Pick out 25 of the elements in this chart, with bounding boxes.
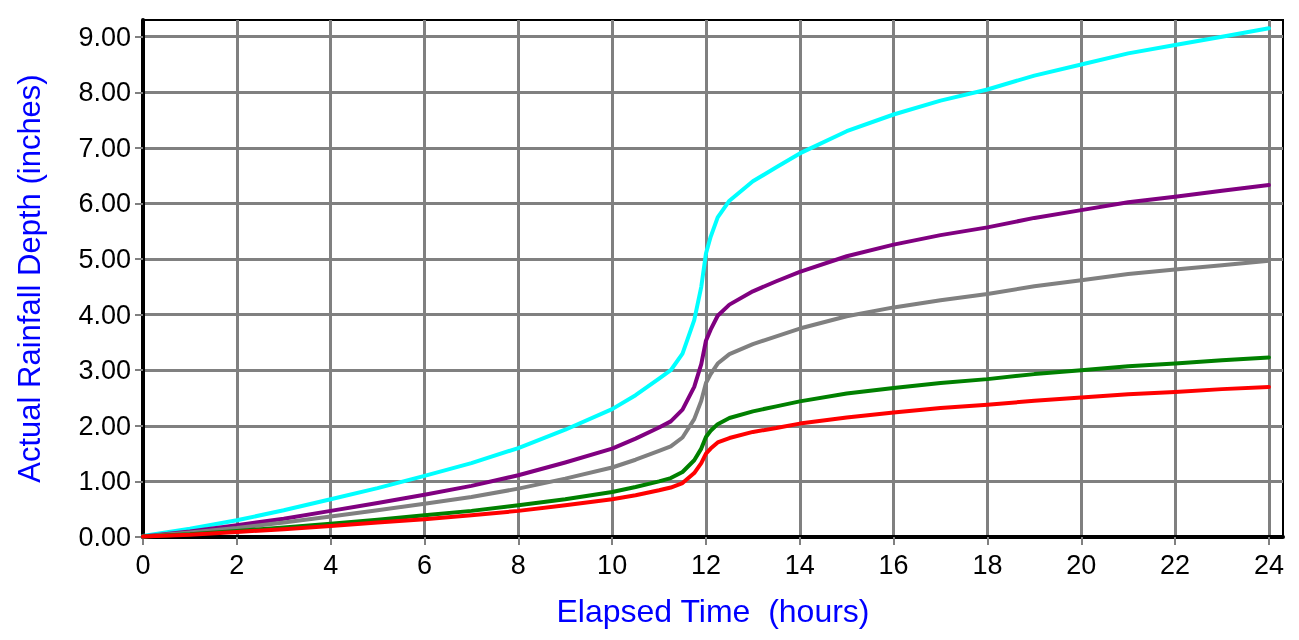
- x-axis-title: Elapsed Time (hours): [556, 593, 870, 629]
- y-axis-title: Actual Rainfall Depth (inches): [12, 74, 47, 483]
- x-tick-label: 8: [510, 549, 526, 580]
- x-tick-label: 20: [1066, 549, 1097, 580]
- y-tick-label: 4.00: [78, 299, 131, 330]
- x-tick-label: 16: [878, 549, 909, 580]
- y-tick-label: 3.00: [78, 355, 131, 386]
- y-tick-label: 9.00: [78, 21, 131, 52]
- y-tick-label: 2.00: [78, 410, 131, 441]
- x-tick-label: 12: [690, 549, 721, 580]
- x-tick-label: 18: [972, 549, 1003, 580]
- x-tick-label: 0: [135, 549, 151, 580]
- x-tick-label: 10: [597, 549, 628, 580]
- x-tick-label: 2: [229, 549, 245, 580]
- x-tick-label: 14: [784, 549, 815, 580]
- y-tick-label: 1.00: [78, 466, 131, 497]
- y-tick-label: 8.00: [78, 77, 131, 108]
- y-tick-label: 7.00: [78, 132, 131, 163]
- x-tick-label: 6: [416, 549, 432, 580]
- x-tick-label: 22: [1160, 549, 1191, 580]
- x-tick-label: 4: [323, 549, 339, 580]
- y-tick-label: 5.00: [78, 244, 131, 275]
- y-tick-label: 6.00: [78, 188, 131, 219]
- x-tick-label: 24: [1253, 549, 1284, 580]
- y-tick-label: 0.00: [78, 522, 131, 552]
